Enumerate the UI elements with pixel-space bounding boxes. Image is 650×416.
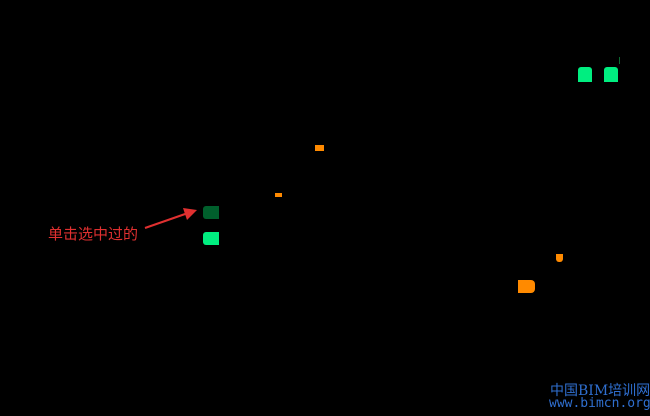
orange-marker-3[interactable] [556,254,563,262]
watermark-url: www.bimcn.org [549,396,650,411]
selected-green-marker[interactable] [203,206,219,219]
green-marker[interactable] [203,232,219,245]
green-marker-top-2[interactable] [604,67,618,82]
green-marker-top-1[interactable] [578,67,592,82]
orange-marker-1[interactable] [315,145,324,151]
small-line-mark [619,57,620,64]
orange-marker-4[interactable] [518,280,535,293]
orange-marker-2[interactable] [275,193,282,197]
annotation-label: 单击选中过的 [48,225,139,243]
watermark-title: 中国BIM培训网 [550,383,650,399]
red-arrow-icon [144,208,197,229]
